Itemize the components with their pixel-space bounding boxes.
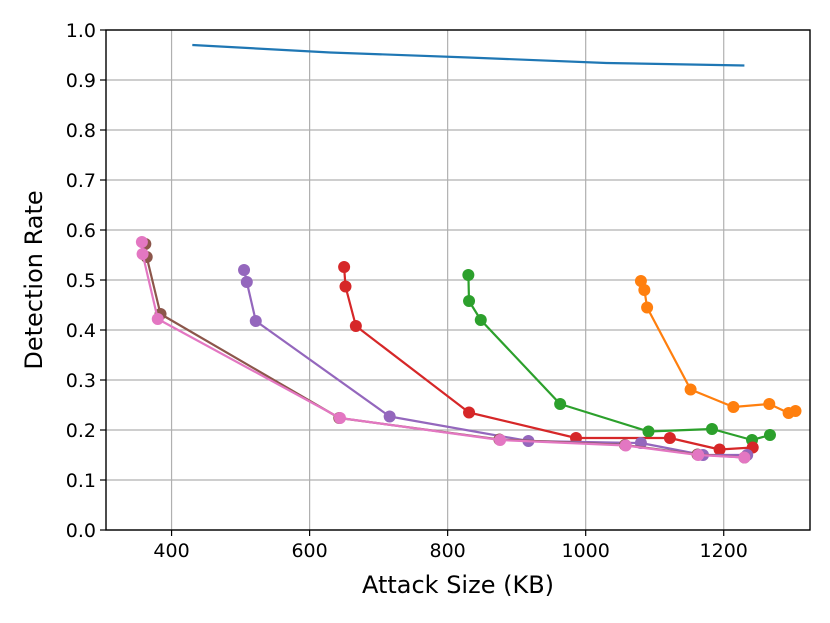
data-point <box>383 410 396 423</box>
data-point <box>663 432 676 444</box>
series-6 <box>135 236 751 464</box>
data-point <box>619 439 632 452</box>
y-tick-label: 0.1 <box>66 470 96 492</box>
y-tick-label: 0.4 <box>66 320 96 342</box>
y-tick-label: 0.9 <box>66 70 96 92</box>
data-point <box>692 449 705 461</box>
data-point <box>135 236 148 248</box>
data-point <box>333 412 346 424</box>
series-layer <box>135 43 802 464</box>
series-2 <box>462 269 776 446</box>
data-point <box>338 261 351 273</box>
x-tick-label: 600 <box>291 540 327 562</box>
x-tick-label: 1000 <box>562 540 610 562</box>
series-line <box>140 241 745 459</box>
data-point <box>240 276 253 288</box>
data-point <box>763 429 776 441</box>
data-point <box>339 280 352 293</box>
x-tick-label: 800 <box>430 540 466 562</box>
data-point <box>641 301 654 314</box>
series-line <box>467 274 771 442</box>
data-point <box>789 405 802 417</box>
x-tick-label: 1200 <box>700 540 748 562</box>
data-point <box>463 295 476 307</box>
data-point <box>738 451 751 464</box>
y-axis-title: Detection Rate <box>20 190 48 369</box>
data-point <box>494 434 507 446</box>
y-tick-label: 0.0 <box>66 520 96 542</box>
series-line <box>343 266 753 451</box>
y-tick-label: 0.6 <box>66 220 96 242</box>
data-point <box>642 425 655 438</box>
data-point <box>727 401 740 413</box>
series-line <box>639 280 796 415</box>
y-tick-label: 0.2 <box>66 420 96 442</box>
x-axis-title: Attack Size (KB) <box>362 571 554 599</box>
tick-layer: 400 600 800 1000 1200 0.0 0.1 0.2 0.3 0.4 0.5 0.6 0.… <box>66 20 748 562</box>
series-1 <box>634 275 802 419</box>
data-point <box>238 264 251 276</box>
data-point <box>349 320 362 332</box>
data-point <box>554 398 567 410</box>
series-0 <box>192 43 745 67</box>
data-point <box>474 314 487 326</box>
data-point <box>763 398 776 410</box>
y-tick-label: 0.5 <box>66 270 96 292</box>
data-point <box>151 313 164 325</box>
data-point <box>634 275 647 287</box>
data-point <box>705 423 718 435</box>
y-tick-label: 0.7 <box>66 170 96 192</box>
data-point <box>462 269 475 281</box>
x-tick-label: 400 <box>153 540 189 562</box>
data-point <box>463 406 476 419</box>
y-tick-label: 0.8 <box>66 120 96 142</box>
data-point <box>136 248 149 260</box>
y-tick-label: 0.3 <box>66 370 96 392</box>
data-point <box>638 284 651 296</box>
series-line <box>192 43 745 67</box>
y-tick-label: 1.0 <box>66 20 96 42</box>
data-point <box>249 315 262 327</box>
data-point <box>713 443 726 456</box>
data-point <box>684 383 697 396</box>
series-line <box>242 269 748 457</box>
